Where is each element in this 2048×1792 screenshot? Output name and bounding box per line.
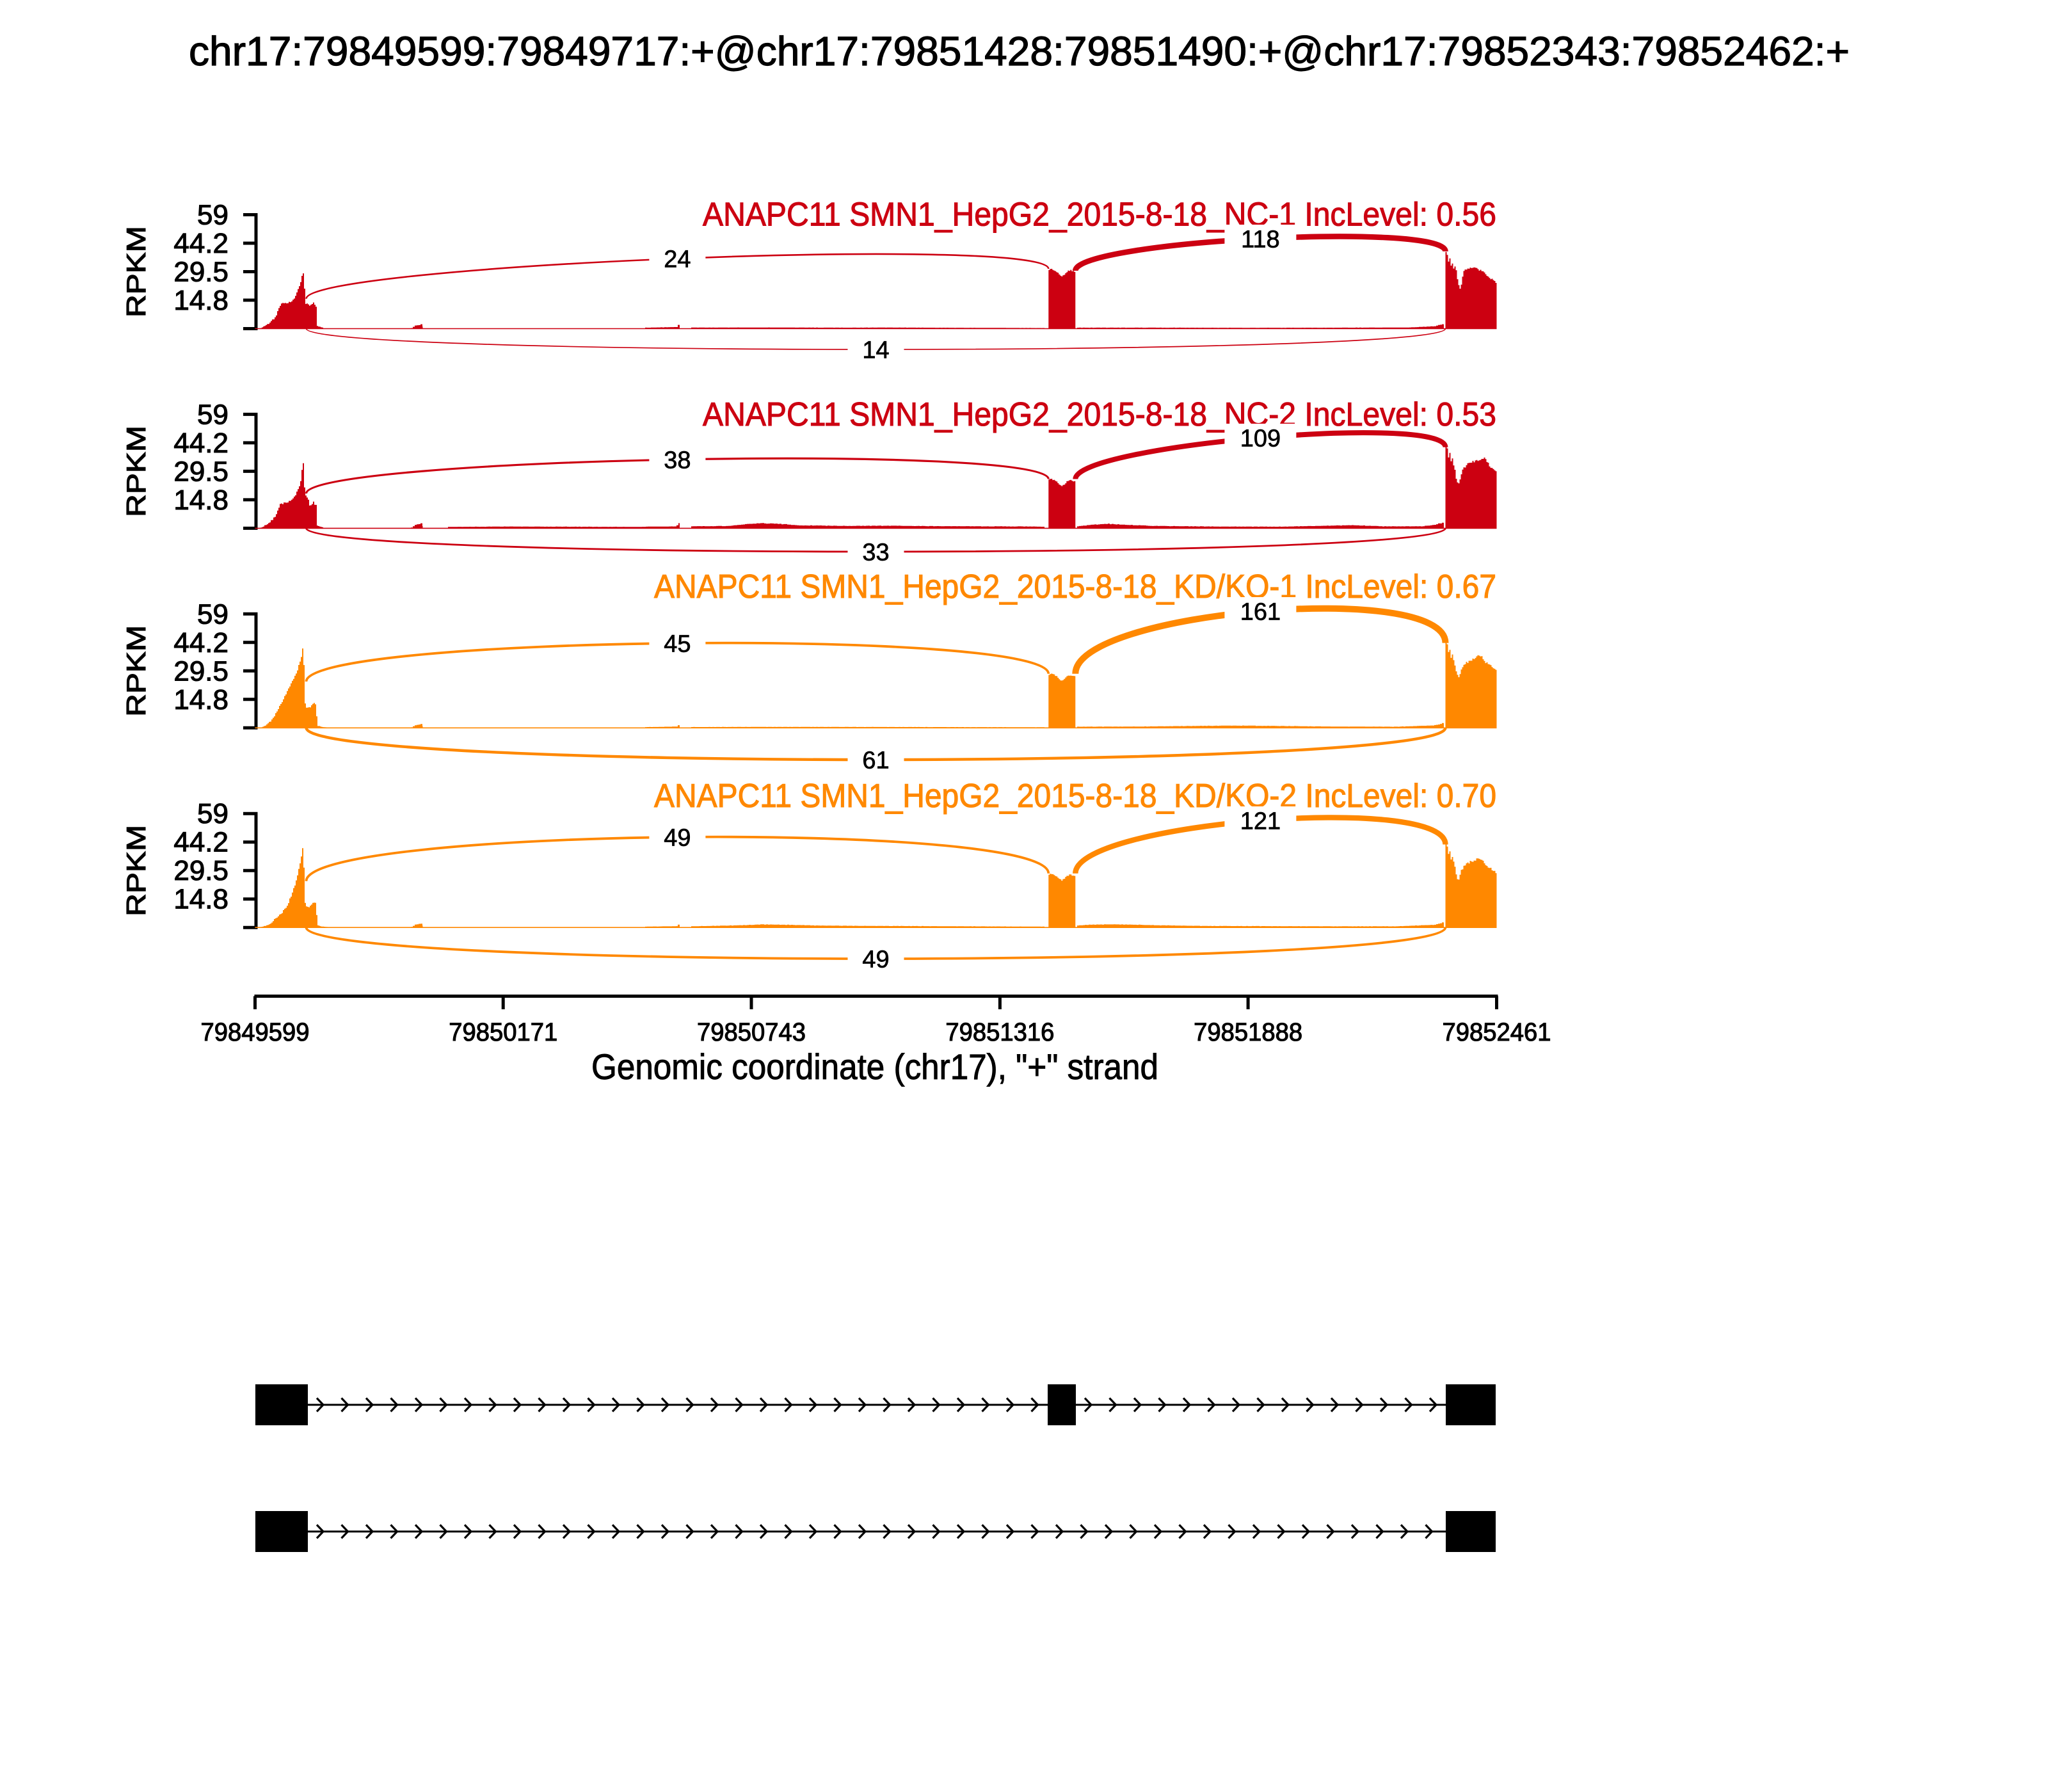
svg-text:ANAPC11 SMN1_HepG2_2015-8-18_N: ANAPC11 SMN1_HepG2_2015-8-18_NC-1 IncLev… [703,196,1496,234]
svg-text:ANAPC11 SMN1_HepG2_2015-8-18_N: ANAPC11 SMN1_HepG2_2015-8-18_NC-2 IncLev… [703,396,1496,433]
svg-text:29.5: 29.5 [173,257,228,288]
svg-text:79851316: 79851316 [945,1018,1054,1046]
svg-text:49: 49 [862,947,889,973]
svg-text:59: 59 [197,200,228,231]
svg-text:Genomic coordinate (chr17), "+: Genomic coordinate (chr17), "+" strand [591,1046,1158,1087]
svg-text:79850171: 79850171 [449,1018,557,1046]
svg-text:109: 109 [1240,426,1281,452]
svg-text:59: 59 [197,798,228,829]
svg-text:14.8: 14.8 [173,484,228,516]
svg-text:44.2: 44.2 [173,827,228,858]
svg-text:44.2: 44.2 [173,228,228,259]
svg-text:161: 161 [1240,599,1281,626]
svg-text:61: 61 [862,748,889,774]
svg-text:RPKM: RPKM [121,426,151,517]
svg-text:79852461: 79852461 [1443,1018,1551,1046]
svg-text:38: 38 [664,447,691,474]
svg-text:44.2: 44.2 [173,428,228,459]
svg-text:59: 59 [197,598,228,630]
svg-text:118: 118 [1241,227,1280,253]
svg-text:59: 59 [197,399,228,430]
svg-text:24: 24 [664,246,691,273]
svg-text:RPKM: RPKM [121,825,151,916]
svg-text:RPKM: RPKM [121,226,151,317]
svg-text:29.5: 29.5 [173,456,228,487]
svg-text:14: 14 [862,337,889,364]
svg-text:45: 45 [664,631,691,658]
svg-text:RPKM: RPKM [121,625,151,717]
svg-text:44.2: 44.2 [173,627,228,659]
svg-text:ANAPC11 SMN1_HepG2_2015-8-18_K: ANAPC11 SMN1_HepG2_2015-8-18_KD/KO-2 Inc… [654,778,1496,815]
svg-text:14.8: 14.8 [173,285,228,316]
svg-text:33: 33 [862,540,889,566]
svg-text:49: 49 [664,825,691,852]
svg-text:79851888: 79851888 [1194,1018,1302,1046]
svg-text:14.8: 14.8 [173,884,228,915]
svg-text:29.5: 29.5 [173,655,228,687]
svg-text:121: 121 [1240,808,1281,835]
svg-text:14.8: 14.8 [173,684,228,716]
svg-text:chr17:79849599:79849717:+@chr1: chr17:79849599:79849717:+@chr17:79851428… [189,28,1850,74]
svg-text:ANAPC11 SMN1_HepG2_2015-8-18_K: ANAPC11 SMN1_HepG2_2015-8-18_KD/KO-1 Inc… [654,568,1496,605]
svg-text:79850743: 79850743 [697,1018,806,1046]
svg-text:79849599: 79849599 [201,1018,310,1046]
svg-text:29.5: 29.5 [173,855,228,886]
